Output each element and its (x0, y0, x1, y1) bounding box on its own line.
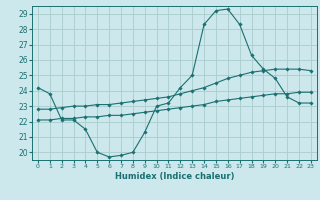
X-axis label: Humidex (Indice chaleur): Humidex (Indice chaleur) (115, 172, 234, 181)
